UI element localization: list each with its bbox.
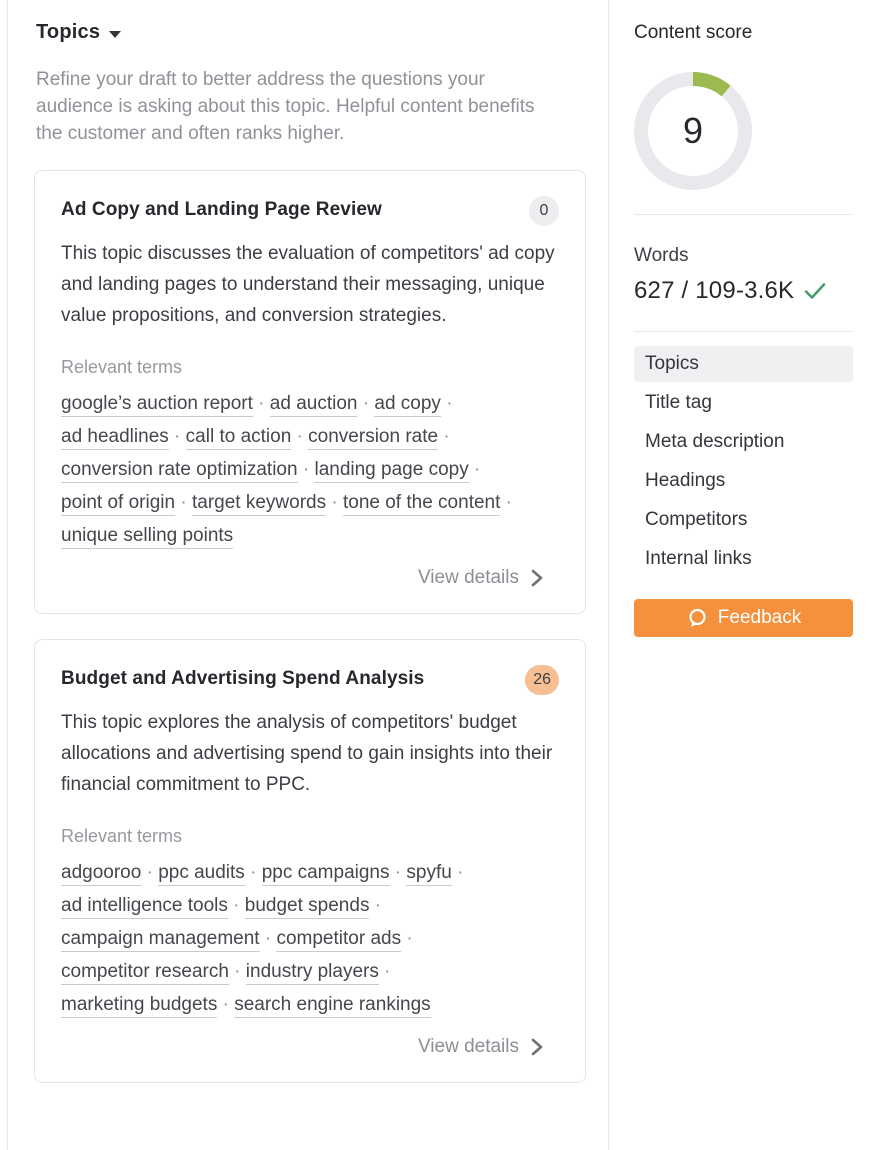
sidebar-item-headings[interactable]: Headings — [645, 470, 726, 491]
sidebar-item-meta-description[interactable]: Meta description — [645, 431, 785, 452]
term-link[interactable]: adgooroo — [61, 862, 142, 886]
term-separator: · — [440, 393, 453, 414]
card-header: Ad Copy and Landing Page Review 0 — [61, 196, 559, 226]
term-separator: · — [297, 459, 315, 480]
term-separator: · — [259, 928, 277, 949]
term-link[interactable]: campaign management — [61, 928, 260, 952]
topic-card-budget: Budget and Advertising Spend Analysis 26… — [34, 639, 586, 1083]
mention-count-badge: 26 — [525, 665, 559, 695]
mention-count-badge: 0 — [529, 196, 559, 226]
term-separator: · — [369, 895, 382, 916]
term-link[interactable]: competitor ads — [276, 928, 402, 952]
term-separator: · — [141, 862, 159, 883]
terms-list: google’s auction report · ad auction · a… — [61, 387, 566, 552]
chevron-right-icon — [531, 1038, 543, 1056]
chevron-right-icon — [531, 569, 543, 587]
term-link[interactable]: unique selling points — [61, 525, 234, 549]
term-link[interactable]: ppc audits — [158, 862, 245, 886]
relevant-terms-label: Relevant terms — [61, 826, 183, 846]
term-link[interactable]: call to action — [185, 426, 292, 450]
sidebar-item-competitors[interactable]: Competitors — [645, 509, 748, 530]
term-separator: · — [389, 862, 407, 883]
score-sidebar: Content score 9 Words 627 / 109-3.6K Top… — [634, 0, 853, 637]
view-details-label: View details — [417, 567, 519, 588]
view-details-link[interactable]: View details — [61, 567, 559, 589]
content-score-label: Content score — [634, 22, 753, 43]
feedback-button[interactable]: Feedback — [634, 599, 853, 637]
term-separator: · — [168, 426, 186, 447]
words-label: Words — [634, 245, 689, 266]
term-link[interactable]: budget spends — [244, 895, 370, 919]
content-score-value: 9 — [682, 110, 704, 151]
term-link[interactable]: google’s auction report — [61, 393, 253, 417]
topic-description: This topic explores the analysis of comp… — [61, 712, 553, 795]
term-separator: · — [244, 862, 262, 883]
sidebar-divider — [634, 331, 853, 332]
term-separator: · — [175, 492, 192, 513]
term-link[interactable]: ad copy — [374, 393, 441, 417]
term-link[interactable]: ppc campaigns — [261, 862, 390, 886]
term-link[interactable]: search engine rankings — [234, 994, 431, 1018]
feedback-label: Feedback — [717, 607, 802, 628]
check-icon — [804, 283, 826, 299]
term-link[interactable]: ad headlines — [61, 426, 169, 450]
term-link[interactable]: conversion rate optimization — [61, 459, 298, 483]
term-link[interactable]: ad intelligence tools — [61, 895, 228, 919]
term-link[interactable]: conversion rate — [308, 426, 439, 450]
term-separator: · — [227, 895, 245, 916]
term-link[interactable]: landing page copy — [314, 459, 469, 483]
relevant-terms-label: Relevant terms — [61, 357, 183, 377]
view-details-link[interactable]: View details — [61, 1036, 559, 1058]
words-count-value: 627 / 109-3.6K — [634, 277, 795, 304]
term-separator: · — [252, 393, 270, 414]
term-separator: · — [228, 961, 246, 982]
term-separator: · — [468, 459, 481, 480]
term-link[interactable]: target keywords — [191, 492, 327, 516]
term-separator: · — [291, 426, 309, 447]
content-score-gauge: 9 — [634, 72, 752, 190]
view-details-label: View details — [417, 1036, 519, 1057]
term-link[interactable]: spyfu — [406, 862, 452, 886]
topic-card-ad-copy: Ad Copy and Landing Page Review 0 This t… — [34, 170, 586, 614]
chevron-down-icon — [109, 30, 122, 38]
sidebar-item-topics[interactable]: Topics — [634, 346, 853, 382]
panel-title: Topics — [36, 21, 101, 43]
words-count: 627 / 109-3.6K — [634, 277, 853, 305]
term-link[interactable]: competitor research — [61, 961, 229, 985]
sidebar-item-title-tag[interactable]: Title tag — [645, 392, 712, 413]
topics-panel: Topics Refine your draft to better addre… — [7, 0, 609, 1150]
term-link[interactable]: industry players — [245, 961, 379, 985]
topic-description: This topic discusses the evaluation of c… — [61, 243, 555, 326]
topic-card-title: Budget and Advertising Spend Analysis — [61, 668, 425, 689]
term-separator: · — [438, 426, 450, 447]
term-separator: · — [500, 492, 512, 513]
term-separator: · — [217, 994, 235, 1015]
gauge-center: 9 — [648, 86, 738, 176]
intro-text: Refine your draft to better address the … — [36, 69, 535, 144]
speech-bubble-icon — [689, 608, 706, 627]
term-link[interactable]: ad auction — [269, 393, 358, 417]
sidebar-item-internal-links[interactable]: Internal links — [645, 548, 752, 569]
term-separator: · — [326, 492, 343, 513]
term-link[interactable]: tone of the content — [342, 492, 501, 516]
term-separator: · — [451, 862, 464, 883]
term-separator: · — [401, 928, 413, 949]
terms-list: adgooroo · ppc audits · ppc campaigns · … — [61, 856, 566, 1021]
topics-section-dropdown[interactable]: Topics — [36, 21, 608, 44]
term-link[interactable]: point of origin — [61, 492, 176, 516]
term-link[interactable]: marketing budgets — [61, 994, 218, 1018]
card-header: Budget and Advertising Spend Analysis 26 — [61, 665, 559, 695]
sidebar-divider — [634, 214, 853, 215]
term-separator: · — [357, 393, 375, 414]
sidebar-nav: Topics Title tag Meta description Headin… — [634, 346, 853, 577]
topic-card-title: Ad Copy and Landing Page Review — [61, 199, 382, 220]
term-separator: · — [378, 961, 391, 982]
